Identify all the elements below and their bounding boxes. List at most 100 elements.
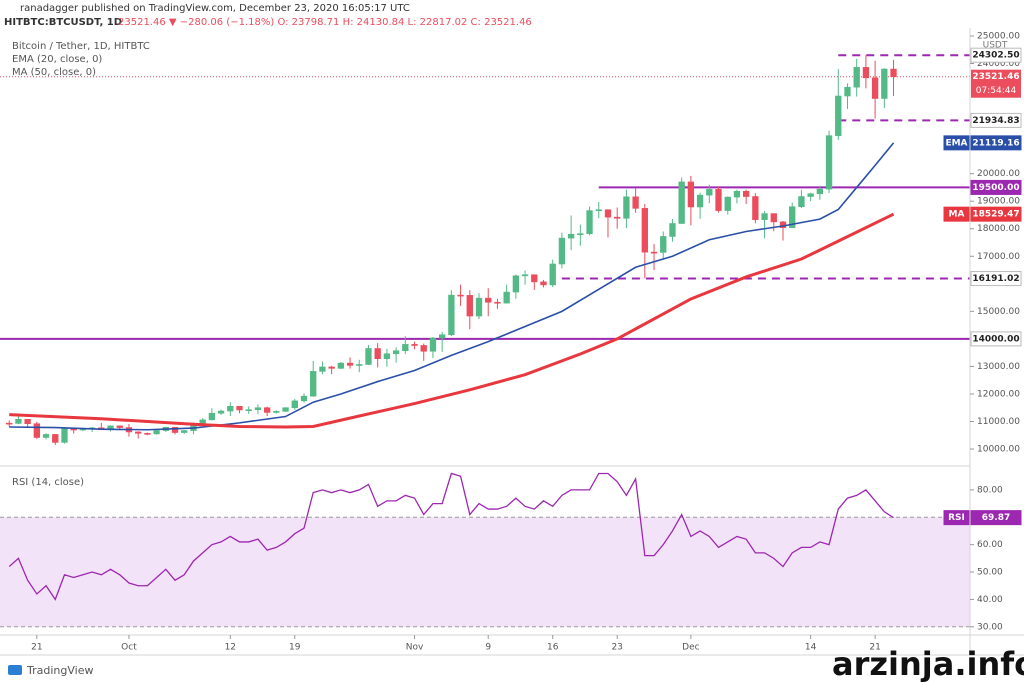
candle-body	[263, 407, 271, 413]
candle-body	[558, 237, 566, 265]
x-tick-label: 21	[869, 643, 880, 653]
candle-body	[42, 434, 50, 438]
candle-body	[706, 189, 713, 196]
candle-body	[567, 233, 575, 239]
watermark: arzinja.info	[832, 645, 1024, 682]
tradingview-logo: TradingView	[8, 664, 93, 677]
x-tick-label: 9	[485, 643, 491, 653]
candle-body	[328, 366, 335, 369]
logo-icon	[8, 665, 22, 675]
candle-body	[116, 425, 123, 428]
candle-body	[245, 409, 252, 411]
x-tick-label: Oct	[121, 643, 137, 653]
candle-body	[549, 263, 556, 286]
x-tick-label: 16	[547, 643, 559, 653]
candle-body	[512, 275, 520, 293]
level-label: 16191.02	[972, 274, 1019, 284]
rsi-name-box	[943, 510, 970, 526]
candle-body	[696, 194, 704, 208]
indicator-value-box	[970, 135, 1022, 151]
rsi-band	[0, 517, 970, 627]
candle-body	[862, 67, 870, 79]
candle-body	[310, 371, 317, 397]
level-label-box	[970, 47, 1022, 63]
candle-body	[494, 301, 501, 304]
indicator-line	[9, 142, 895, 431]
candle-body	[429, 337, 437, 352]
x-tick-label: Dec	[682, 643, 699, 653]
candle-body	[742, 190, 750, 197]
chart-title: Bitcoin / Tether, 1D, HITBTC	[12, 41, 150, 52]
candle-body	[752, 196, 759, 220]
candle-body	[457, 294, 464, 297]
candle-body	[540, 281, 547, 286]
candle-body	[254, 407, 262, 410]
rsi-legend: RSI (14, close)	[12, 477, 84, 488]
indicator-value-box	[970, 206, 1022, 222]
indicator-value: 21119.16	[972, 138, 1019, 148]
rsi-value: 69.87	[982, 513, 1010, 523]
candle-body	[181, 430, 188, 433]
level-label-box	[970, 112, 1022, 128]
candle-body	[6, 422, 13, 425]
candle-body	[144, 433, 151, 435]
candle-body	[595, 209, 602, 212]
y-tick-label: 13000.00	[977, 362, 1020, 372]
candle-body	[521, 274, 529, 277]
y-tick-label: 18000.00	[977, 224, 1020, 234]
candle-body	[448, 294, 455, 336]
candle-body	[789, 206, 796, 228]
candle-body	[614, 216, 621, 219]
ma-legend: MA (50, close, 0)	[12, 67, 96, 78]
candle-body	[374, 348, 381, 360]
candle-body	[346, 362, 354, 366]
brand: TradingView	[26, 664, 93, 677]
y-tick-label: 17000.00	[977, 252, 1020, 262]
candle-body	[623, 196, 630, 219]
candle-body	[135, 431, 142, 434]
quote: 23521.46 ▼ −280.06 (−1.18%) O: 23798.71 …	[118, 17, 532, 28]
rsi-tick-label: 40.00	[977, 595, 1003, 605]
level-label-box	[970, 331, 1022, 347]
candle-body	[485, 297, 492, 303]
ema-legend: EMA (20, close, 0)	[12, 54, 102, 65]
candle-body	[227, 406, 234, 412]
candle-body	[835, 95, 842, 136]
candle-body	[33, 423, 41, 438]
x-tick-label: 14	[805, 643, 817, 653]
rsi-line	[8, 472, 894, 601]
x-tick-label: 21	[31, 643, 42, 653]
plot-area	[0, 54, 970, 628]
rsi-tick-label: 80.00	[977, 485, 1003, 495]
y-tick-label: 25000.00	[977, 31, 1020, 41]
rsi-tick-label: 30.00	[977, 622, 1003, 632]
indicator-line	[9, 212, 895, 429]
candle-body	[881, 68, 888, 99]
x-tick-label: 19	[289, 643, 301, 653]
candle-body	[402, 344, 409, 352]
candle-body	[282, 407, 289, 412]
candle-body	[761, 213, 768, 220]
candle-body	[632, 196, 639, 209]
y-tick-label: 19000.00	[977, 197, 1020, 207]
candle-body	[24, 418, 31, 424]
candle-body	[300, 395, 308, 402]
indicator-name-box	[943, 135, 970, 151]
candle-body	[171, 426, 179, 433]
candle-body	[337, 362, 344, 369]
x-tick-label: 12	[225, 643, 236, 653]
x-tick-label: 23	[611, 643, 622, 653]
candle-body	[365, 348, 372, 365]
level-label-box	[970, 179, 1022, 195]
candle-body	[208, 412, 216, 421]
candle-body	[825, 135, 833, 190]
candle-body	[660, 236, 667, 253]
y-tick-label: 15000.00	[977, 307, 1020, 317]
candle-body	[577, 233, 584, 235]
candle-body	[61, 428, 68, 443]
candle-body	[586, 210, 593, 234]
y-tick-label: 12000.00	[977, 389, 1020, 399]
candle-body	[733, 190, 741, 198]
level-label: 14000.00	[972, 334, 1019, 344]
